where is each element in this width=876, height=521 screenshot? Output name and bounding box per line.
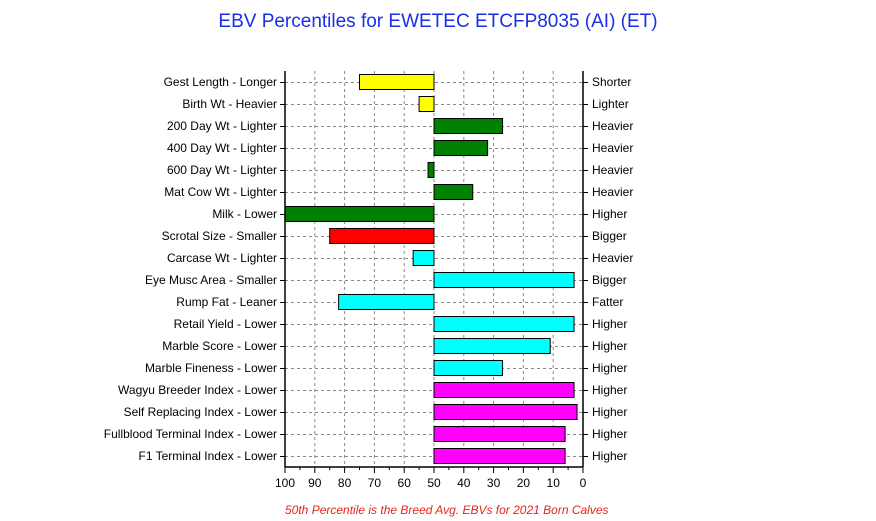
direction-label: Heavier [592, 251, 633, 265]
x-tick-label: 70 [368, 476, 382, 490]
direction-label: Higher [592, 383, 627, 397]
bar-16 [433, 426, 566, 442]
direction-label: Higher [592, 405, 627, 419]
x-tick-label: 60 [398, 476, 412, 490]
x-tick-label: 100 [275, 476, 295, 490]
category-label: Fullblood Terminal Index - Lower [104, 427, 277, 441]
bar-10 [338, 294, 435, 310]
direction-label: Higher [592, 339, 627, 353]
direction-label: Higher [592, 317, 627, 331]
category-label: 200 Day Wt - Lighter [167, 119, 277, 133]
category-label: Marble Fineness - Lower [145, 361, 277, 375]
x-tick-label: 80 [338, 476, 352, 490]
x-tick-label: 50 [427, 476, 441, 490]
category-label: Mat Cow Wt - Lighter [164, 185, 277, 199]
direction-label: Bigger [592, 273, 627, 287]
category-label: Milk - Lower [212, 207, 277, 221]
direction-label: Bigger [592, 229, 627, 243]
category-label: Marble Score - Lower [162, 339, 277, 353]
category-label: 400 Day Wt - Lighter [167, 141, 277, 155]
bar-11 [433, 316, 575, 332]
category-label: 600 Day Wt - Lighter [167, 163, 277, 177]
direction-label: Heavier [592, 119, 633, 133]
direction-label: Heavier [592, 163, 633, 177]
bars [284, 74, 578, 464]
category-label: Retail Yield - Lower [174, 317, 277, 331]
x-tick-label: 30 [487, 476, 501, 490]
category-label: F1 Terminal Index - Lower [138, 449, 277, 463]
chart-footnote: 50th Percentile is the Breed Avg. EBVs f… [285, 503, 609, 517]
x-tick-label: 0 [580, 476, 587, 490]
category-label: Eye Musc Area - Smaller [145, 273, 277, 287]
category-label: Scrotal Size - Smaller [162, 229, 277, 243]
category-label: Self Replacing Index - Lower [124, 405, 277, 419]
bar-7 [329, 228, 435, 244]
direction-label: Heavier [592, 185, 633, 199]
direction-label: Higher [592, 207, 627, 221]
bar-2 [433, 118, 504, 134]
bar-9 [433, 272, 575, 288]
direction-label: Lighter [592, 97, 629, 111]
bar-4 [427, 162, 435, 178]
chart-title: EBV Percentiles for EWETEC ETCFP8035 (AI… [218, 11, 658, 32]
bar-8 [412, 250, 435, 266]
bar-12 [433, 338, 551, 354]
bar-14 [433, 382, 575, 398]
x-tick-label: 90 [308, 476, 322, 490]
x-tick-label: 10 [547, 476, 561, 490]
bar-5 [433, 184, 474, 200]
bar-13 [433, 360, 504, 376]
direction-label: Shorter [592, 75, 631, 89]
bar-17 [433, 448, 566, 464]
direction-label: Higher [592, 449, 627, 463]
bar-3 [433, 140, 489, 156]
category-label: Carcase Wt - Lighter [167, 251, 277, 265]
axes [280, 71, 588, 473]
direction-label: Higher [592, 361, 627, 375]
bar-1 [418, 96, 435, 112]
direction-label: Higher [592, 427, 627, 441]
bar-15 [433, 404, 578, 420]
x-tick-label: 20 [517, 476, 531, 490]
x-tick-label: 40 [457, 476, 471, 490]
bar-0 [359, 74, 435, 90]
category-label: Wagyu Breeder Index - Lower [118, 383, 277, 397]
direction-label: Heavier [592, 141, 633, 155]
direction-label: Fatter [592, 295, 623, 309]
bar-6 [284, 206, 435, 222]
category-label: Gest Length - Longer [164, 75, 277, 89]
category-label: Rump Fat - Leaner [176, 295, 277, 309]
category-label: Birth Wt - Heavier [182, 97, 277, 111]
